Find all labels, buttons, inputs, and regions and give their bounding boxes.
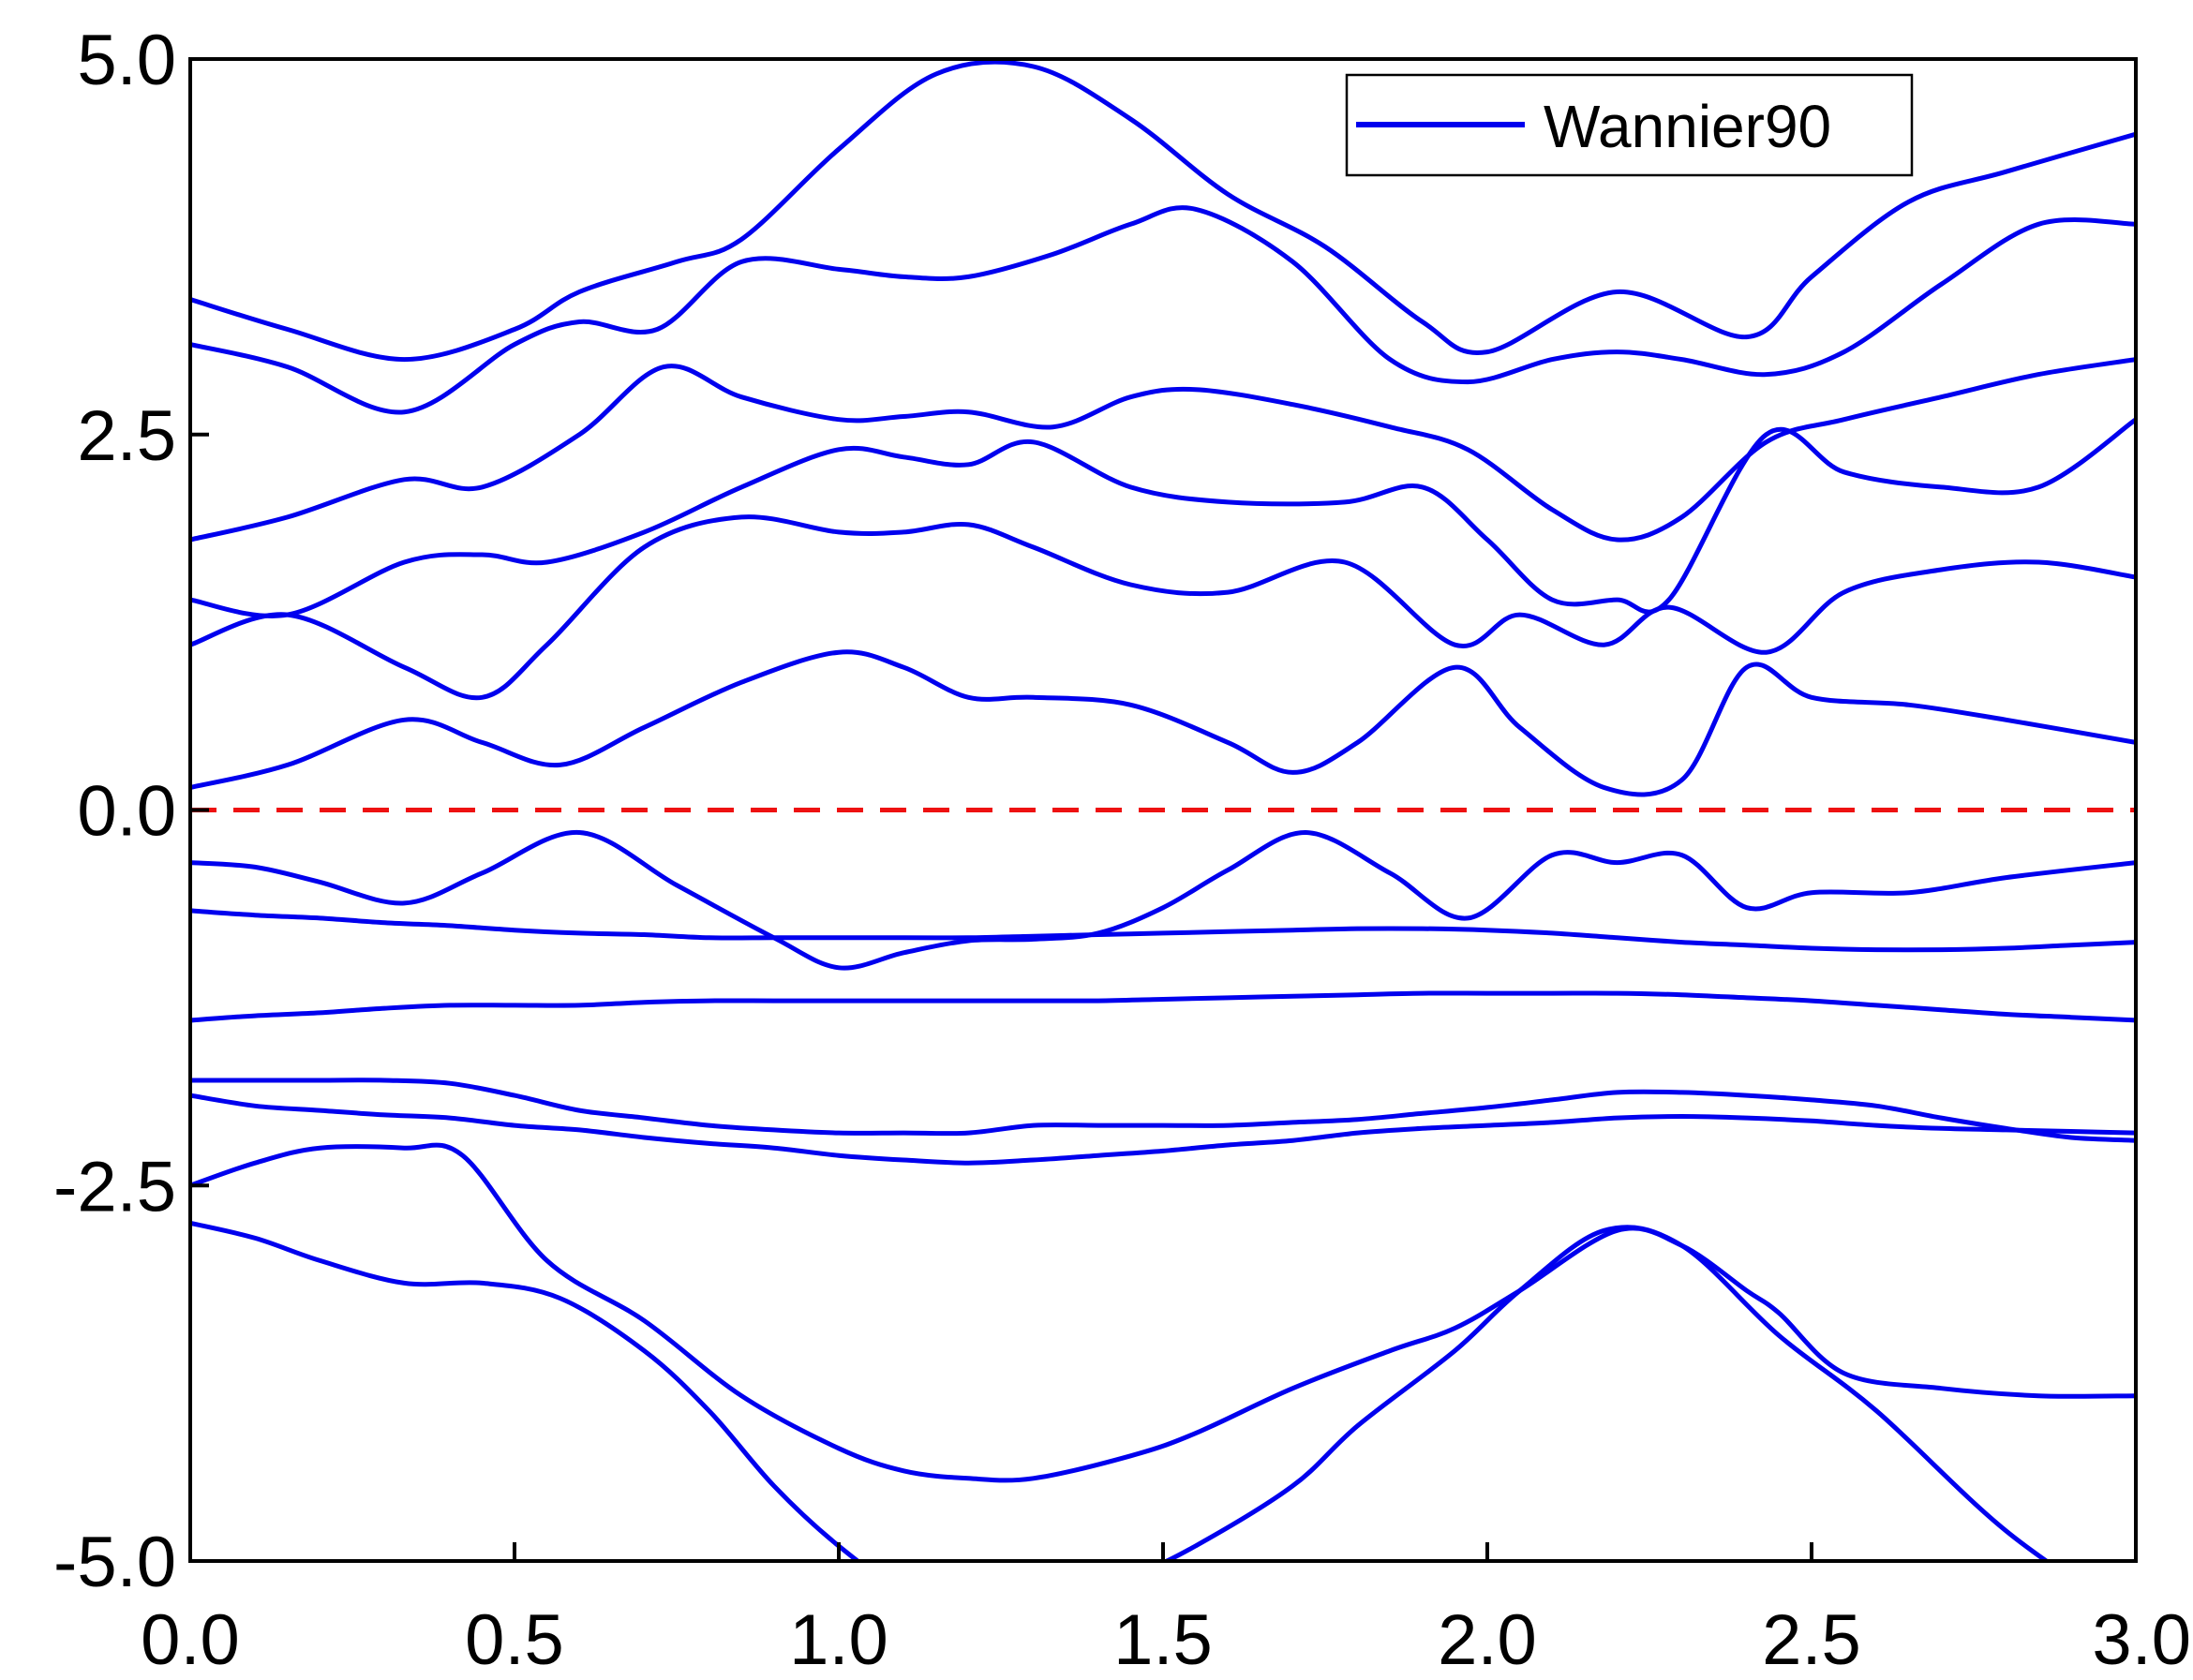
y-tick-label: -2.5	[53, 1147, 176, 1227]
series-layer	[190, 59, 2136, 1561]
band-line-6	[190, 908, 2136, 953]
y-tick-label: 5.0	[77, 21, 176, 100]
band-line-1	[190, 1220, 2051, 1561]
band-line-3	[190, 1078, 2136, 1143]
y-axis-ticks: -5.0 -2.5 0.0 2.5 5.0	[53, 21, 209, 1602]
band-line-4	[190, 1093, 2136, 1166]
band-line-7	[190, 829, 2136, 971]
x-tick-label: 2.0	[1438, 1600, 1537, 1680]
y-tick-label: 2.5	[77, 396, 176, 476]
x-tick-label: 1.0	[789, 1600, 888, 1680]
band-line-10	[190, 417, 2136, 618]
x-tick-label: 3.0	[2092, 1600, 2191, 1680]
band-line-12	[190, 205, 2136, 415]
legend: Wannier90	[1345, 73, 1914, 177]
band-line-9	[190, 514, 2136, 701]
legend-label: Wannier90	[1544, 93, 1831, 160]
band-line-2	[190, 1142, 2136, 1483]
band-line-11	[190, 357, 2136, 543]
x-tick-label: 0.5	[465, 1600, 564, 1680]
x-axis-ticks: 0.0 0.5 1.0 1.5 2.0 2.5 3.0	[141, 1542, 2191, 1680]
y-tick-label: -5.0	[53, 1523, 176, 1602]
x-tick-label: 2.5	[1762, 1600, 1861, 1680]
x-tick-label: 1.5	[1113, 1600, 1213, 1680]
x-tick-label: 0.0	[141, 1600, 240, 1680]
y-tick-label: 0.0	[77, 772, 176, 852]
band-line-13	[190, 59, 2136, 363]
band-line-5	[190, 990, 2136, 1023]
band-line-8	[190, 649, 2136, 797]
